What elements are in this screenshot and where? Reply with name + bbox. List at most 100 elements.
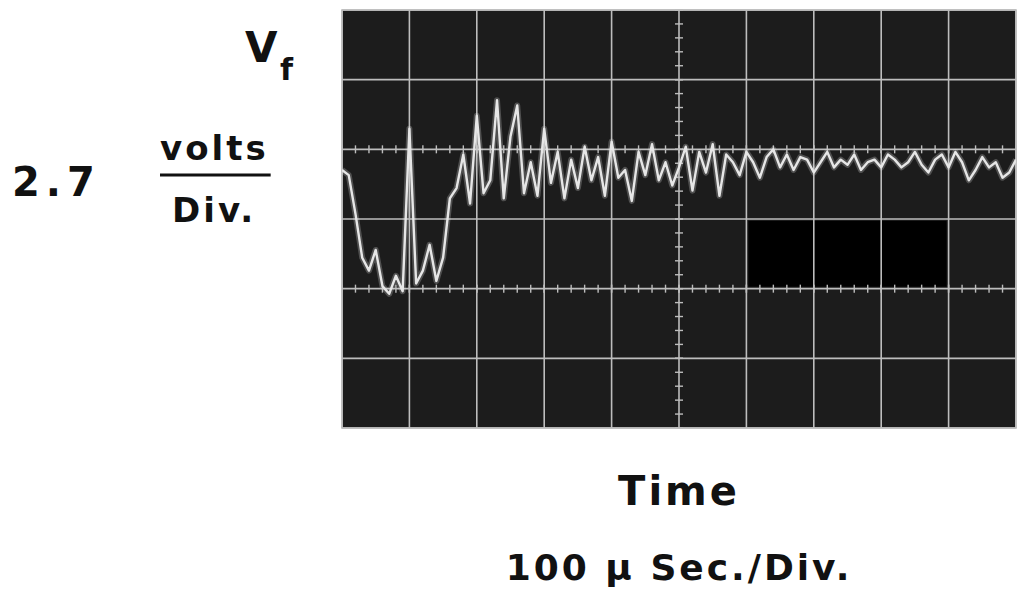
y-label-subscript: f	[280, 52, 294, 87]
minor-tick	[395, 145, 396, 153]
minor-tick	[665, 285, 666, 293]
trace-group	[342, 100, 1016, 294]
minor-tick	[921, 145, 922, 153]
minor-tick	[665, 145, 666, 153]
minor-tick	[1002, 285, 1003, 293]
minor-tick	[675, 79, 683, 80]
minor-tick	[675, 260, 683, 261]
minor-tick	[678, 145, 679, 153]
minor-tick	[422, 285, 423, 293]
minor-tick	[813, 145, 814, 153]
minor-tick	[988, 145, 989, 153]
minor-tick	[867, 145, 868, 153]
minor-tick	[624, 145, 625, 153]
minor-tick	[597, 145, 598, 153]
minor-tick	[1002, 145, 1003, 153]
minor-tick	[675, 37, 683, 38]
minor-tick	[678, 285, 679, 293]
minor-tick	[597, 285, 598, 293]
minor-tick	[948, 145, 949, 153]
minor-tick	[355, 285, 356, 293]
minor-tick	[422, 145, 423, 153]
minor-tick	[675, 51, 683, 52]
minor-tick	[476, 285, 477, 293]
minor-tick	[449, 145, 450, 153]
minor-tick	[813, 285, 814, 293]
minor-tick	[675, 204, 683, 205]
minor-tick	[675, 218, 683, 219]
minor-tick	[675, 9, 683, 10]
minor-tick	[675, 79, 683, 80]
minor-tick	[773, 285, 774, 293]
minor-tick	[678, 145, 679, 153]
minor-tick	[881, 145, 882, 153]
minor-tick	[675, 23, 683, 24]
minor-tick	[675, 316, 683, 317]
minor-tick	[409, 285, 410, 293]
minor-tick	[732, 285, 733, 293]
chart: Vf2.7voltsDiv.Time100 μ Sec./Div.	[0, 0, 1022, 610]
minor-tick	[675, 246, 683, 247]
minor-tick	[759, 285, 760, 293]
x-label: Time	[618, 468, 740, 514]
minor-tick	[921, 285, 922, 293]
minor-tick	[624, 285, 625, 293]
minor-tick	[881, 285, 882, 293]
minor-tick	[948, 145, 949, 153]
y-scale-per: Div.	[172, 190, 256, 230]
y-label: V	[245, 23, 278, 72]
minor-tick	[530, 145, 531, 153]
minor-tick	[382, 145, 383, 153]
grid-line	[342, 358, 1016, 360]
grid-line	[342, 79, 1016, 81]
minor-tick	[675, 65, 683, 66]
minor-tick	[675, 427, 683, 428]
minor-tick	[570, 285, 571, 293]
minor-tick	[746, 285, 747, 293]
screen	[342, 10, 1016, 428]
minor-tick	[961, 145, 962, 153]
minor-tick	[881, 145, 882, 153]
minor-tick	[570, 145, 571, 153]
frame	[342, 10, 1016, 428]
minor-tick	[786, 285, 787, 293]
minor-tick	[490, 285, 491, 293]
minor-tick	[948, 285, 949, 293]
grid-line	[342, 218, 1016, 220]
minor-tick	[894, 145, 895, 153]
minor-tick	[678, 285, 679, 293]
minor-tick	[975, 285, 976, 293]
minor-tick	[934, 285, 935, 293]
y-scale-value: 2.7	[12, 159, 101, 205]
minor-tick	[675, 358, 683, 359]
minor-tick	[476, 285, 477, 293]
minor-tick	[638, 285, 639, 293]
minor-tick	[395, 285, 396, 293]
minor-tick	[854, 285, 855, 293]
minor-tick	[463, 285, 464, 293]
minor-tick	[675, 302, 683, 303]
trace-glow	[342, 100, 1016, 294]
minor-tick	[611, 285, 612, 293]
minor-tick	[675, 93, 683, 94]
minor-tick	[827, 285, 828, 293]
minor-tick	[675, 413, 683, 414]
minor-tick	[675, 399, 683, 400]
dark-patch	[748, 221, 946, 287]
minor-tick	[675, 372, 683, 373]
minor-tick	[675, 344, 683, 345]
minor-tick	[611, 285, 612, 293]
minor-tick	[675, 358, 683, 359]
minor-tick	[705, 145, 706, 153]
minor-tick	[840, 145, 841, 153]
minor-tick	[675, 274, 683, 275]
minor-tick	[1015, 285, 1016, 293]
minor-tick	[675, 218, 683, 219]
minor-tick	[651, 285, 652, 293]
minor-tick	[675, 121, 683, 122]
minor-tick	[988, 285, 989, 293]
minor-tick	[759, 145, 760, 153]
minor-tick	[436, 145, 437, 153]
minor-tick	[368, 285, 369, 293]
minor-tick	[881, 285, 882, 293]
